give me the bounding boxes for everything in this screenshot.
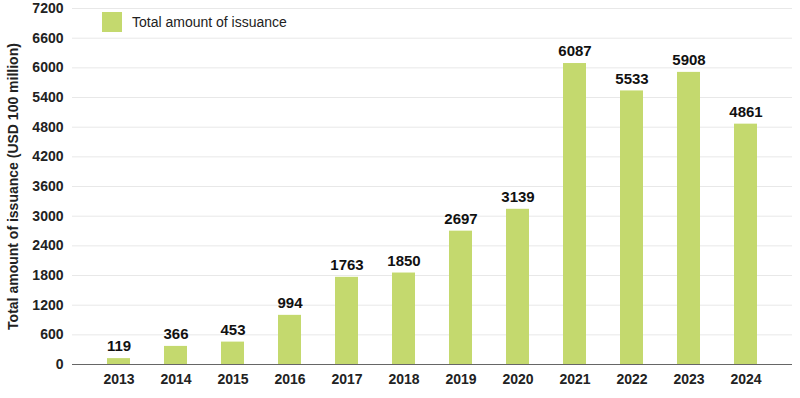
svg-text:2013: 2013 [103,371,134,387]
svg-text:119: 119 [107,337,131,354]
svg-text:1850: 1850 [387,252,420,269]
svg-text:4861: 4861 [729,103,762,120]
svg-text:600: 600 [40,326,64,342]
svg-text:2400: 2400 [32,237,63,253]
svg-text:2021: 2021 [559,371,590,387]
svg-text:1763: 1763 [330,256,363,273]
svg-text:1800: 1800 [32,267,63,283]
svg-text:2697: 2697 [444,210,477,227]
svg-text:2014: 2014 [160,371,191,387]
svg-text:Total amount of issuance (USD: Total amount of issuance (USD 100 millio… [5,43,21,330]
svg-text:2023: 2023 [673,371,704,387]
svg-text:2022: 2022 [616,371,647,387]
svg-text:2018: 2018 [388,371,419,387]
svg-text:453: 453 [220,321,245,338]
svg-text:5400: 5400 [32,89,63,105]
svg-text:2015: 2015 [217,371,248,387]
svg-text:366: 366 [163,325,188,342]
svg-text:2016: 2016 [274,371,305,387]
svg-text:7200: 7200 [32,0,63,16]
svg-text:6600: 6600 [32,30,63,46]
svg-text:6000: 6000 [32,59,63,75]
svg-text:3000: 3000 [32,208,63,224]
svg-text:994: 994 [277,294,303,311]
svg-text:5908: 5908 [672,51,705,68]
svg-text:4200: 4200 [32,148,63,164]
svg-text:2019: 2019 [445,371,476,387]
svg-text:3600: 3600 [32,178,63,194]
svg-text:1200: 1200 [32,297,63,313]
svg-text:2024: 2024 [730,371,761,387]
svg-text:6087: 6087 [558,42,591,59]
svg-text:2017: 2017 [331,371,362,387]
svg-text:0: 0 [56,356,64,372]
svg-text:4800: 4800 [32,119,63,135]
svg-text:3139: 3139 [501,188,534,205]
svg-text:5533: 5533 [615,70,648,87]
html-text:Total amount of issuance: Total amount of issuance [132,14,287,30]
svg-text:2020: 2020 [502,371,533,387]
